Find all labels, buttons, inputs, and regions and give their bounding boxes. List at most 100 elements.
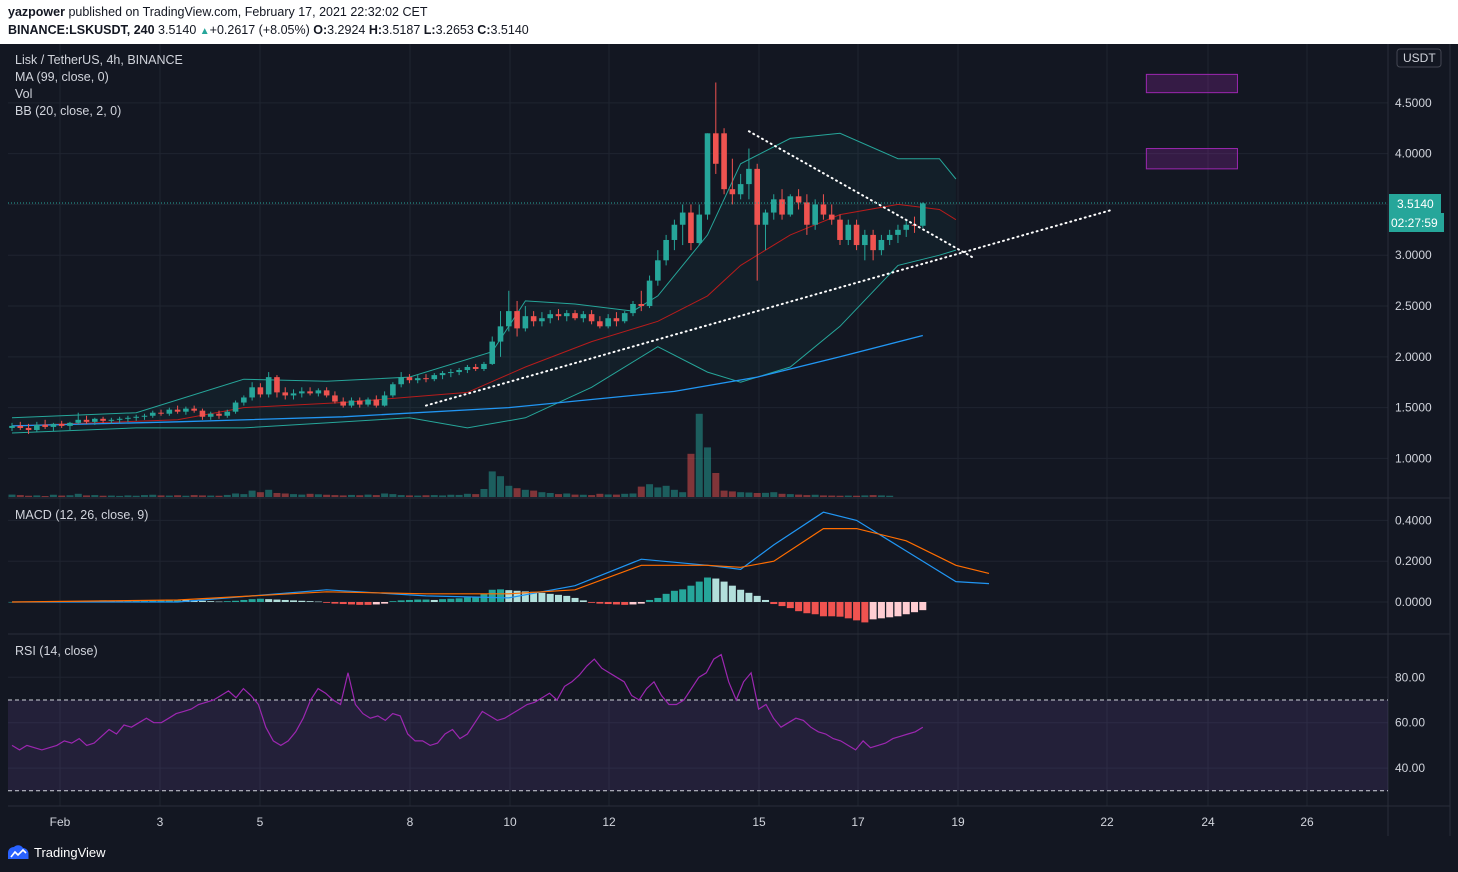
macd-hist-bar xyxy=(207,601,215,602)
candle-body xyxy=(365,399,371,405)
time-tick-label: 26 xyxy=(1300,815,1314,829)
macd-hist-bar xyxy=(198,600,206,602)
candle-body xyxy=(464,366,471,371)
header: yazpower published on TradingView.com, F… xyxy=(0,0,1458,44)
volume-bar xyxy=(554,494,562,497)
macd-hist-bar xyxy=(877,602,885,619)
volume-bar xyxy=(803,495,811,497)
candle-body xyxy=(315,390,322,394)
candle-body xyxy=(17,425,24,428)
macd-hist-bar xyxy=(844,602,852,619)
legend-bb: BB (20, close, 2, 0) xyxy=(15,104,122,118)
macd-hist-bar xyxy=(256,598,264,602)
volume-bar xyxy=(397,495,405,497)
volume-bar xyxy=(290,494,298,497)
candle-body xyxy=(274,377,280,393)
candle-body xyxy=(853,224,860,246)
time-tick-label: Feb xyxy=(50,815,71,829)
legend-vol: Vol xyxy=(15,87,33,101)
candle-body xyxy=(737,184,744,195)
candle-body xyxy=(373,399,380,406)
candle-body xyxy=(671,224,678,240)
macd-hist-bar xyxy=(737,589,745,602)
candle-body xyxy=(770,199,777,213)
candle-body xyxy=(332,395,338,402)
candle-body xyxy=(489,341,496,364)
tradingview-logo-icon xyxy=(8,845,29,859)
candle-body xyxy=(878,239,885,251)
bb-lower-line xyxy=(11,249,957,434)
candle-body xyxy=(597,321,603,327)
low-value: 3.2653 xyxy=(435,23,474,37)
macd-hist-bar xyxy=(132,600,140,602)
macd-hist-bar xyxy=(886,602,894,618)
macd-hist-bar xyxy=(869,602,877,620)
candle-body xyxy=(216,413,222,416)
volume-bar xyxy=(596,493,604,497)
macd-hist-bar xyxy=(728,585,736,602)
volume-bar xyxy=(306,493,314,497)
volume-bar xyxy=(621,493,629,497)
candle-body xyxy=(886,234,893,240)
open-value: 3.2924 xyxy=(327,23,366,37)
chart-canvas[interactable]: 4.50004.00003.50003.00002.50002.00001.50… xyxy=(0,44,1458,872)
volume-bar xyxy=(612,494,620,497)
candle-body xyxy=(265,377,272,395)
macd-hist-bar xyxy=(621,602,629,605)
volume-bar xyxy=(704,447,712,497)
candle-body xyxy=(754,168,760,225)
tradingview-brand[interactable]: TradingView xyxy=(6,844,106,860)
volume-bar xyxy=(770,492,778,497)
macd-hist-bar xyxy=(596,602,604,604)
volume-bar xyxy=(811,494,819,497)
volume-bar xyxy=(132,495,140,497)
candle-body xyxy=(605,318,611,327)
macd-hist-bar xyxy=(803,602,811,614)
candle-body xyxy=(174,409,181,412)
high-value: 3.5187 xyxy=(382,23,421,37)
volume-bar xyxy=(149,494,157,497)
candle-body xyxy=(903,224,910,230)
candle-body xyxy=(862,234,868,246)
macd-hist-bar xyxy=(372,602,380,605)
candle-body xyxy=(514,311,520,329)
candle-body xyxy=(183,408,189,412)
macd-hist-bar xyxy=(414,599,422,602)
macd-hist-bar xyxy=(819,602,827,617)
drawing-rectangle-0 xyxy=(1145,73,1238,94)
volume-bar xyxy=(248,490,256,497)
volume-bar xyxy=(869,495,877,497)
price-tick-label: 4.0000 xyxy=(1395,147,1432,161)
candle-body xyxy=(133,416,139,418)
rsi-tick-label: 60.00 xyxy=(1395,716,1425,730)
candle-body xyxy=(42,424,48,427)
macd-hist-bar xyxy=(778,602,786,607)
candle-body xyxy=(83,419,90,422)
volume-bar xyxy=(364,494,372,497)
candle-body xyxy=(621,313,628,322)
macd-hist-bar xyxy=(911,602,919,613)
macd-hist-bar xyxy=(811,602,819,615)
author-name[interactable]: yazpower xyxy=(8,5,65,19)
candle-body xyxy=(721,133,727,190)
macd-hist-bar xyxy=(579,600,587,602)
macd-hist-bar xyxy=(140,600,148,602)
candle-body xyxy=(448,372,454,374)
volume-bar xyxy=(604,494,612,497)
volume-bar xyxy=(480,489,488,497)
rsi-tick-label: 80.00 xyxy=(1395,670,1425,684)
volume-bar xyxy=(240,494,248,497)
macd-tick-label: 0.0000 xyxy=(1395,595,1432,609)
bb-basis-line xyxy=(11,203,957,427)
macd-hist-bar xyxy=(662,593,670,602)
macd-hist-bar xyxy=(149,599,157,602)
current-price-badge xyxy=(1389,194,1441,213)
volume-bar xyxy=(521,489,529,497)
macd-hist-bar xyxy=(323,602,331,603)
volume-bar xyxy=(546,493,554,497)
candle-body xyxy=(613,318,620,322)
volume-bar xyxy=(472,494,480,497)
volume-bar xyxy=(439,495,447,497)
drawing-rectangle-1 xyxy=(1145,148,1238,170)
volume-bars xyxy=(8,413,894,497)
